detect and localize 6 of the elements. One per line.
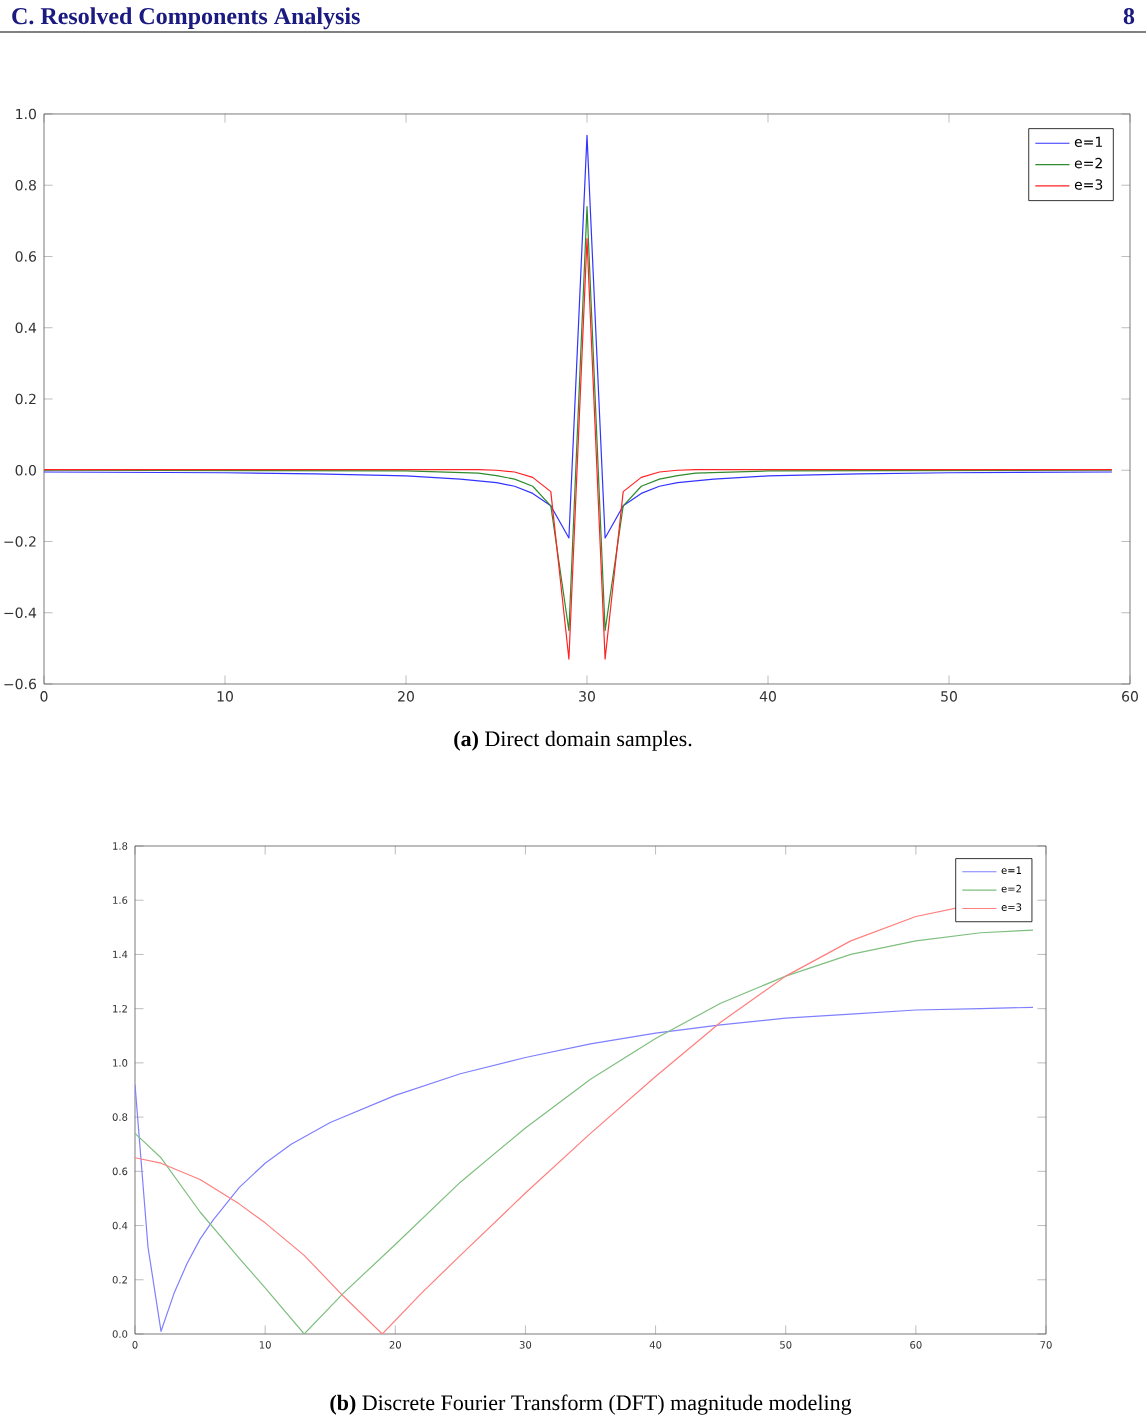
text: (a) Direct domain samples.: [454, 730, 692, 751]
text: (b) Discrete Fourier Transform (DFT) magnitude modeling: [330, 1394, 852, 1415]
text: C. Resolved Components Analysis: [12, 7, 360, 30]
line-series: [44, 134, 1113, 539]
text: 8: [1123, 8, 1135, 25]
line-series: [135, 1006, 1034, 1332]
